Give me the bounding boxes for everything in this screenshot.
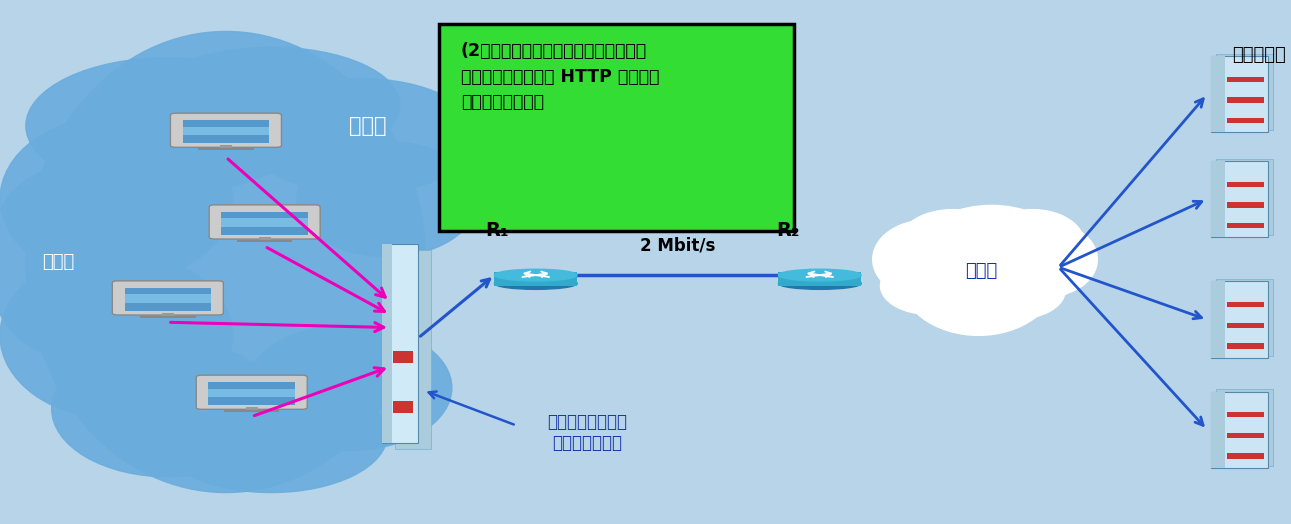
Ellipse shape	[26, 31, 426, 493]
Ellipse shape	[245, 325, 452, 451]
FancyBboxPatch shape	[1226, 412, 1264, 418]
FancyBboxPatch shape	[208, 383, 296, 405]
FancyBboxPatch shape	[1211, 391, 1268, 468]
FancyBboxPatch shape	[1226, 182, 1264, 187]
FancyBboxPatch shape	[112, 281, 223, 315]
FancyBboxPatch shape	[225, 410, 279, 412]
Ellipse shape	[494, 278, 577, 289]
FancyBboxPatch shape	[238, 240, 292, 242]
FancyBboxPatch shape	[196, 375, 307, 409]
FancyBboxPatch shape	[219, 145, 232, 148]
FancyBboxPatch shape	[1226, 202, 1264, 208]
Ellipse shape	[142, 47, 400, 162]
FancyBboxPatch shape	[1211, 56, 1225, 133]
Text: 浏览器: 浏览器	[43, 253, 74, 271]
Text: 2 Mbit/s: 2 Mbit/s	[640, 236, 715, 254]
FancyBboxPatch shape	[182, 126, 270, 135]
FancyBboxPatch shape	[494, 272, 577, 287]
FancyBboxPatch shape	[392, 351, 413, 363]
Text: (2）若高速缓存已经存放了所请求的对
象，则将此对象放入 HTTP 响应报文
中返回给浏览器。: (2）若高速缓存已经存放了所请求的对 象，则将此对象放入 HTTP 响应报文 中…	[461, 42, 660, 111]
FancyBboxPatch shape	[124, 294, 212, 303]
FancyBboxPatch shape	[199, 148, 253, 150]
Text: R₁: R₁	[485, 221, 509, 240]
FancyBboxPatch shape	[1211, 161, 1268, 237]
FancyBboxPatch shape	[1226, 118, 1264, 123]
FancyBboxPatch shape	[1211, 391, 1225, 468]
Ellipse shape	[0, 168, 142, 356]
Text: 源点服务器: 源点服务器	[1232, 46, 1286, 64]
FancyBboxPatch shape	[1226, 433, 1264, 438]
FancyBboxPatch shape	[161, 313, 174, 316]
Ellipse shape	[245, 79, 478, 194]
Ellipse shape	[999, 223, 1097, 296]
Ellipse shape	[0, 252, 232, 419]
FancyBboxPatch shape	[1216, 279, 1273, 356]
Ellipse shape	[880, 257, 979, 314]
Ellipse shape	[899, 210, 1007, 278]
FancyBboxPatch shape	[182, 121, 270, 143]
FancyBboxPatch shape	[170, 113, 281, 147]
FancyBboxPatch shape	[382, 244, 418, 443]
FancyBboxPatch shape	[1226, 323, 1264, 328]
FancyBboxPatch shape	[382, 244, 392, 443]
FancyBboxPatch shape	[395, 250, 431, 449]
FancyBboxPatch shape	[1216, 54, 1273, 130]
Ellipse shape	[930, 205, 1053, 268]
Ellipse shape	[906, 266, 1030, 321]
Ellipse shape	[778, 278, 861, 289]
Text: 校园网的高速缓存
（代理服务器）: 校园网的高速缓存 （代理服务器）	[547, 413, 627, 452]
Text: R₂: R₂	[776, 221, 799, 240]
FancyBboxPatch shape	[1216, 389, 1273, 466]
Ellipse shape	[962, 262, 1065, 320]
FancyBboxPatch shape	[124, 288, 212, 311]
Ellipse shape	[899, 215, 1059, 335]
FancyBboxPatch shape	[1211, 56, 1268, 133]
Ellipse shape	[52, 341, 284, 477]
Ellipse shape	[0, 115, 232, 283]
Ellipse shape	[155, 377, 387, 493]
FancyBboxPatch shape	[1211, 281, 1225, 358]
FancyBboxPatch shape	[141, 316, 195, 318]
FancyBboxPatch shape	[1226, 343, 1264, 348]
FancyBboxPatch shape	[1211, 161, 1225, 237]
Ellipse shape	[494, 269, 577, 281]
FancyBboxPatch shape	[221, 218, 309, 227]
Ellipse shape	[979, 240, 1082, 303]
Text: 校园网: 校园网	[349, 116, 387, 136]
Ellipse shape	[981, 210, 1084, 278]
Ellipse shape	[778, 269, 861, 281]
FancyBboxPatch shape	[1216, 159, 1273, 235]
FancyBboxPatch shape	[1226, 453, 1264, 458]
FancyBboxPatch shape	[1226, 77, 1264, 82]
FancyBboxPatch shape	[1226, 302, 1264, 308]
FancyBboxPatch shape	[209, 205, 320, 239]
Text: 互联网: 互联网	[966, 262, 997, 280]
FancyBboxPatch shape	[245, 407, 258, 410]
FancyBboxPatch shape	[258, 237, 271, 240]
FancyBboxPatch shape	[1211, 281, 1268, 358]
FancyBboxPatch shape	[208, 388, 296, 397]
FancyBboxPatch shape	[392, 401, 413, 413]
FancyBboxPatch shape	[1226, 97, 1264, 103]
FancyBboxPatch shape	[439, 24, 794, 231]
FancyBboxPatch shape	[778, 272, 861, 287]
FancyBboxPatch shape	[221, 212, 309, 235]
FancyBboxPatch shape	[1226, 223, 1264, 228]
Ellipse shape	[873, 220, 981, 299]
Ellipse shape	[297, 141, 478, 257]
Ellipse shape	[26, 58, 310, 194]
